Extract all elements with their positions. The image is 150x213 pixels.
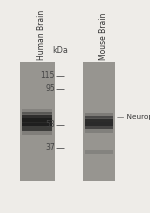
Bar — [85, 119, 113, 126]
Bar — [22, 109, 52, 114]
Text: 53: 53 — [45, 120, 55, 129]
Text: Human Brain: Human Brain — [37, 10, 46, 60]
Bar — [20, 62, 55, 181]
Text: Mouse Brain: Mouse Brain — [99, 13, 108, 60]
Bar — [83, 62, 115, 181]
Bar — [22, 118, 52, 127]
Bar — [85, 122, 113, 129]
Bar — [85, 150, 113, 154]
Text: 95: 95 — [45, 84, 55, 93]
Text: 37: 37 — [45, 143, 55, 152]
Bar — [85, 126, 113, 133]
Bar — [85, 113, 113, 118]
Bar — [85, 116, 113, 122]
Text: — Neuroplastin 65: — Neuroplastin 65 — [117, 114, 150, 119]
Bar — [22, 115, 52, 122]
Text: kDa: kDa — [53, 46, 69, 55]
Bar — [22, 126, 52, 135]
Text: 115: 115 — [40, 71, 55, 80]
Bar — [22, 123, 52, 131]
Bar — [22, 112, 52, 118]
